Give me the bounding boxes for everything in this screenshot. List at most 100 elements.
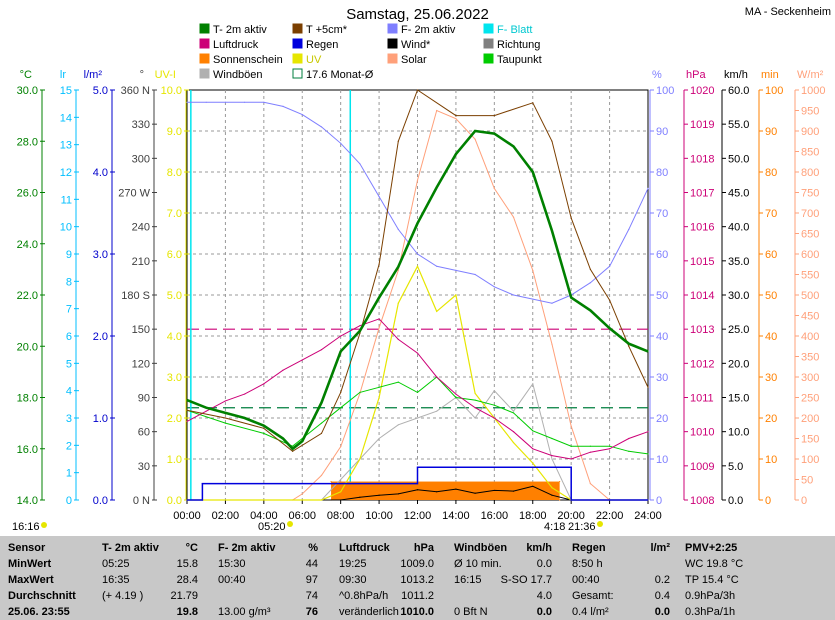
point-solar	[455, 118, 457, 120]
point-regen	[186, 499, 188, 501]
point-f-2m-aktiv	[301, 114, 303, 116]
point-taupunkt	[589, 445, 591, 447]
point-wind	[378, 494, 380, 496]
footer-cell-r1-c11: WC 19.8 °C	[685, 558, 744, 570]
legend-swatch	[483, 38, 494, 49]
point-f-2m-aktiv	[436, 265, 438, 267]
point-t-5cm	[320, 432, 323, 434]
point-f-2m-aktiv	[186, 101, 188, 103]
dir-tick-label: 300	[132, 153, 150, 165]
point-luftdruck	[416, 352, 419, 354]
point-wind	[551, 494, 553, 496]
footer-cell-r4-c3: 13.00 g/m³	[218, 606, 271, 618]
point-taupunkt	[628, 450, 630, 452]
footer-cell-r1-c6: 1009.0	[400, 558, 434, 570]
point-taupunkt	[378, 386, 380, 388]
point-t-5cm	[647, 386, 649, 388]
point-f-2m-aktiv	[244, 101, 246, 103]
point-wind	[493, 489, 495, 492]
point-t-2m-aktiv	[455, 153, 457, 155]
lr-tick-label: 8	[66, 276, 72, 288]
lr-tick-label: 11	[61, 194, 72, 206]
point-solar	[397, 269, 399, 271]
x-tick-label: 08:00	[327, 510, 355, 522]
point-taupunkt	[292, 445, 294, 447]
hum-tick-label: 10	[656, 454, 668, 466]
point-f-2m-aktiv	[378, 196, 380, 198]
point-wind	[416, 489, 419, 491]
press-tick-label: 1020	[690, 85, 714, 97]
legend-swatch	[292, 38, 303, 49]
point-luftdruck	[455, 393, 457, 395]
point-windb-en	[474, 417, 476, 419]
temp-tick-label: 18.0	[17, 393, 38, 405]
hum-tick-label: 0	[656, 495, 662, 507]
point-taupunkt	[551, 437, 553, 440]
wind-axis-unit: km/h	[724, 69, 748, 81]
solar-tick-label: 200	[801, 413, 819, 425]
point-t-5cm	[589, 268, 591, 270]
point-luftdruck	[205, 410, 207, 412]
point-windb-en	[551, 458, 553, 460]
solar-tick-label: 850	[801, 147, 819, 159]
point-t-2m-aktiv	[397, 266, 399, 268]
point-regen	[416, 466, 419, 468]
point-regen	[201, 499, 203, 501]
point-t-5cm	[570, 217, 572, 219]
legend-swatch	[199, 23, 210, 34]
lr-tick-label: 10	[60, 222, 72, 234]
point-t-2m-aktiv	[244, 417, 246, 419]
x-tick-label: 24:00	[634, 510, 662, 522]
series-regen	[187, 466, 648, 501]
legend-swatch	[387, 23, 398, 34]
point-windb-en	[416, 417, 419, 419]
point-regen	[570, 466, 572, 468]
point-t-2m-aktiv	[340, 350, 342, 352]
point-t-2m-aktiv	[263, 425, 265, 427]
point-t-5cm	[532, 102, 534, 104]
legend-swatch	[292, 23, 303, 34]
moon-icon	[41, 522, 47, 528]
legend-swatch	[199, 38, 210, 49]
point-f-2m-aktiv	[608, 265, 611, 267]
footer-cell-r4-c4: 76	[305, 606, 318, 618]
footer-cell-r2-c5: 09:30	[339, 574, 367, 586]
footer-cell-r0-c3: F- 2m aktiv	[218, 542, 276, 554]
footer-cell-r3-c2: 21.79	[170, 590, 198, 602]
wind-tick-label: 50.0	[728, 153, 749, 165]
temp-tick-label: 24.0	[17, 239, 38, 251]
point-taupunkt	[320, 422, 323, 424]
solar-tick-label: 400	[801, 331, 819, 343]
point-windb-en	[493, 390, 495, 392]
solar-tick-label: 650	[801, 229, 819, 241]
footer-cell-r4-c8: 0.0	[536, 606, 552, 618]
lr-tick-label: 12	[60, 167, 72, 179]
temp-axis-unit: °C	[20, 69, 32, 81]
point-luftdruck	[282, 369, 284, 371]
point-t-2m-aktiv	[474, 130, 476, 132]
legend-swatch	[199, 68, 210, 79]
point-t-2m-aktiv	[416, 222, 419, 224]
point-uv	[397, 302, 399, 304]
legend-label: Wind*	[401, 39, 431, 51]
dir-tick-label: 90	[138, 393, 150, 405]
min-tick-label: 50	[765, 290, 777, 302]
point-t-2m-aktiv	[378, 296, 380, 299]
point-f-2m-aktiv	[397, 228, 399, 230]
uv-tick-label: 9.0	[167, 126, 182, 138]
wind-tick-label: 25.0	[728, 324, 749, 336]
press-tick-label: 1014	[690, 290, 714, 302]
point-uv	[512, 442, 515, 444]
point-windb-en	[436, 410, 438, 412]
temp-tick-label: 28.0	[17, 136, 38, 148]
press-tick-label: 1015	[690, 256, 714, 268]
lr-tick-label: 14	[60, 112, 72, 124]
lr-tick-label: 2	[66, 440, 72, 452]
footer-cell-r0-c9: Regen	[572, 542, 606, 554]
min-tick-label: 60	[765, 249, 777, 261]
point-solar	[570, 425, 572, 427]
point-t-5cm	[397, 140, 399, 142]
uv-tick-label: 6.0	[167, 249, 182, 261]
dir-tick-label: 150	[132, 324, 150, 336]
point-t-2m-aktiv	[436, 186, 438, 188]
